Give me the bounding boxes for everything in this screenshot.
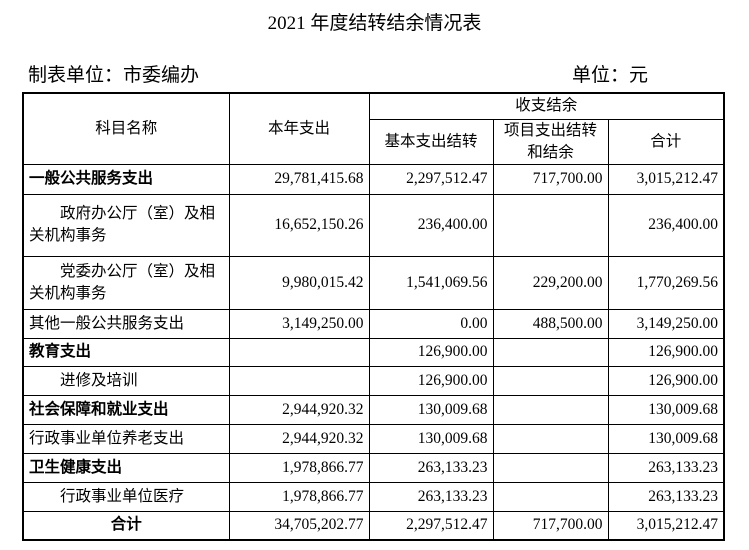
cell-value: 130,009.68 (607, 394, 725, 425)
row-label: 合计 (22, 510, 230, 541)
row-label: 党委办公厅（室）及相关机构事务 (22, 255, 230, 310)
unit-org: 制表单位：市委编办 (28, 65, 200, 86)
cell-value: 126,900.00 (368, 365, 494, 396)
cell-value: 130,009.68 (368, 394, 494, 425)
cell-value: 1,978,866.77 (228, 452, 370, 483)
cell-value: 1,770,269.56 (607, 255, 725, 310)
cell-value (492, 452, 609, 483)
cell-value: 9,980,015.42 (228, 255, 370, 310)
col-header: 科目名称 (22, 92, 230, 165)
cell-value: 236,400.00 (607, 193, 725, 257)
table: 科目名称 本年支出 收支结余 基本支出结转 项目支出结转和结余 合计 一般公共服… (22, 92, 725, 541)
table-row: 合计 34,705,202.77 2,297,512.47 717,700.00 3,0… (22, 510, 725, 541)
table-row: 党委办公厅（室）及相关机构事务 9,980,015.42 1,541,069.56 2… (22, 255, 725, 310)
cell-value: 3,149,250.00 (228, 308, 370, 339)
cell-value: 130,009.68 (368, 423, 494, 454)
col-header: 项目支出结转和结余 (492, 118, 609, 165)
row-label: 进修及培训 (22, 365, 230, 396)
table-row: 政府办公厅（室）及相关机构事务 16,652,150.26 236,400.00 23… (22, 193, 725, 257)
cell-value: 488,500.00 (492, 308, 609, 339)
cell-value: 130,009.68 (607, 423, 725, 454)
cell-value: 2,297,512.47 (368, 163, 494, 195)
col-header: 收支结余 (368, 92, 725, 120)
col-header: 合计 (607, 118, 725, 165)
cell-value: 717,700.00 (492, 510, 609, 541)
row-label: 行政事业单位医疗 (22, 481, 230, 512)
row-label: 一般公共服务支出 (22, 163, 230, 195)
table-row: 卫生健康支出 1,978,866.77 263,133.23 263,133.23 (22, 452, 725, 483)
table-row: 其他一般公共服务支出 3,149,250.00 0.00 488,500.00 3,14… (22, 308, 725, 339)
cell-value: 229,200.00 (492, 255, 609, 310)
table-row: 一般公共服务支出 29,781,415.68 2,297,512.47 717,700… (22, 163, 725, 195)
cell-value: 34,705,202.77 (228, 510, 370, 541)
cell-value (492, 423, 609, 454)
table-row: 行政事业单位养老支出 2,944,920.32 130,009.68 130,009.… (22, 423, 725, 454)
table-row: 进修及培训 126,900.00 126,900.00 (22, 365, 725, 396)
cell-value: 263,133.23 (368, 452, 494, 483)
table-row: 社会保障和就业支出 2,944,920.32 130,009.68 130,009.6… (22, 394, 725, 425)
col-header: 基本支出结转 (368, 118, 494, 165)
table-row: 行政事业单位医疗 1,978,866.77 263,133.23 263,133.23 (22, 481, 725, 512)
cell-value: 3,015,212.47 (607, 163, 725, 195)
cell-value: 2,297,512.47 (368, 510, 494, 541)
cell-value: 126,900.00 (607, 365, 725, 396)
row-label: 其他一般公共服务支出 (22, 308, 230, 339)
unit: 单位：元 (572, 65, 649, 86)
cell-value (492, 193, 609, 257)
cell-value: 29,781,415.68 (228, 163, 370, 195)
cell-value: 263,133.23 (607, 481, 725, 512)
cell-value (228, 337, 370, 367)
cell-value: 263,133.23 (368, 481, 494, 512)
cell-value (228, 365, 370, 396)
cell-value: 3,015,212.47 (607, 510, 725, 541)
col-header: 本年支出 (228, 92, 370, 165)
cell-value: 126,900.00 (607, 337, 725, 367)
table-row: 教育支出 126,900.00 126,900.00 (22, 337, 725, 367)
cell-value (492, 394, 609, 425)
cell-value: 0.00 (368, 308, 494, 339)
cell-value: 1,541,069.56 (368, 255, 494, 310)
cell-value: 16,652,150.26 (228, 193, 370, 257)
cell-value: 263,133.23 (607, 452, 725, 483)
cell-value (492, 365, 609, 396)
cell-value (492, 337, 609, 367)
title: 2021 年度结转结余情况表 (267, 13, 482, 34)
cell-value: 1,978,866.77 (228, 481, 370, 512)
row-label: 卫生健康支出 (22, 452, 230, 483)
cell-value: 126,900.00 (368, 337, 494, 367)
cell-value: 2,944,920.32 (228, 423, 370, 454)
cell-value: 236,400.00 (368, 193, 494, 257)
row-label: 教育支出 (22, 337, 230, 367)
cell-value: 717,700.00 (492, 163, 609, 195)
cell-value: 2,944,920.32 (228, 394, 370, 425)
row-label: 政府办公厅（室）及相关机构事务 (22, 193, 230, 257)
row-label: 社会保障和就业支出 (22, 394, 230, 425)
cell-value: 3,149,250.00 (607, 308, 725, 339)
cell-value (492, 481, 609, 512)
row-label: 行政事业单位养老支出 (22, 423, 230, 454)
